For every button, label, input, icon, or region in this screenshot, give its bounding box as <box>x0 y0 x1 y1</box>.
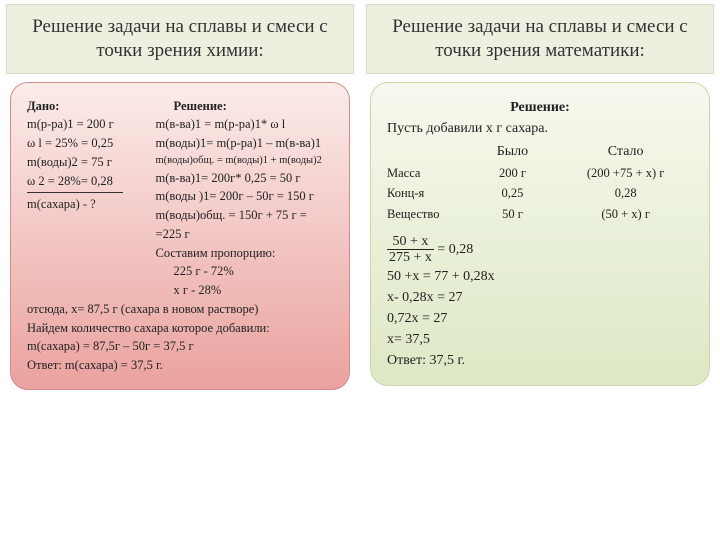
col-now: Стало <box>558 141 693 162</box>
fraction-numerator: 50 + x <box>387 234 434 250</box>
solution-heading: Решение: <box>156 97 333 116</box>
given-line: m(р-ра)1 = 200 г <box>27 115 156 134</box>
proportion-line: 225 г - 72% <box>156 262 333 281</box>
fraction-equals: = 0,28 <box>437 242 473 257</box>
row-label: Масса <box>387 164 467 183</box>
table-row: Вещество 50 г (50 + x) г <box>387 205 693 224</box>
answer-line: Ответ: 37,5 г. <box>387 350 693 371</box>
conclusion-line: m(сахара) = 87,5г – 50г = 37,5 г <box>27 337 333 356</box>
solution-line: m(воды)общ. = 150г + 75 г = <box>156 206 333 225</box>
table-cell: 200 г <box>467 164 559 183</box>
given-line: ω l = 25% = 0,25 <box>27 134 156 153</box>
table-row: Масса 200 г (200 +75 + x) г <box>387 164 693 183</box>
math-panel: Решение: Пусть добавили x г сахара. Было… <box>370 82 710 386</box>
given-find: m(сахара) - ? <box>27 195 156 214</box>
equation-line: x= 37,5 <box>387 329 693 350</box>
col-was: Было <box>467 141 559 162</box>
given-solution-row: Дано: m(р-ра)1 = 200 г ω l = 25% = 0,25 … <box>27 97 333 300</box>
equation-line: 50 +x = 77 + 0,28x <box>387 266 693 287</box>
table-cell: (200 +75 + x) г <box>558 164 693 183</box>
conclusion-line: отсюда, x= 87,5 г (сахара в новом раство… <box>27 300 333 319</box>
proportion-line: x г - 28% <box>156 281 333 300</box>
right-column: Решение задачи на сплавы и смеси с точки… <box>360 0 720 540</box>
solution-heading: Решение: <box>387 97 693 118</box>
fraction: 50 + x 275 + x <box>387 234 434 266</box>
given-line: m(воды)2 = 75 г <box>27 153 156 172</box>
table-cell: 0,25 <box>467 184 559 203</box>
table-cell: 0,28 <box>558 184 693 203</box>
table-cell: 50 г <box>467 205 559 224</box>
solution-block: Решение: m(в-ва)1 = m(р-ра)1* ω l m(воды… <box>156 97 333 300</box>
table-row: Конц-я 0,25 0,28 <box>387 184 693 203</box>
left-title: Решение задачи на сплавы и смеси с точки… <box>6 4 354 74</box>
solution-line: =225 г <box>156 225 333 244</box>
fraction-equation: 50 + x 275 + x = 0,28 <box>387 234 693 266</box>
table-header-row: Было Стало <box>387 141 693 162</box>
row-label: Вещество <box>387 205 467 224</box>
row-label: Конц-я <box>387 184 467 203</box>
chemistry-panel: Дано: m(р-ра)1 = 200 г ω l = 25% = 0,25 … <box>10 82 350 390</box>
solution-line: m(в-ва)1= 200г* 0,25 = 50 г <box>156 169 333 188</box>
given-block: Дано: m(р-ра)1 = 200 г ω l = 25% = 0,25 … <box>27 97 156 300</box>
solution-line: m(воды)1= m(р-ра)1 – m(в-ва)1 <box>156 134 333 153</box>
right-title: Решение задачи на сплавы и смеси с точки… <box>366 4 714 74</box>
equation-line: x- 0,28x = 27 <box>387 287 693 308</box>
left-column: Решение задачи на сплавы и смеси с точки… <box>0 0 360 540</box>
intro-line: Пусть добавили x г сахара. <box>387 118 693 139</box>
given-line: ω 2 = 28%= 0,28 <box>27 172 156 191</box>
answer-line: Ответ: m(сахара) = 37,5 г. <box>27 356 333 375</box>
fraction-denominator: 275 + x <box>387 250 434 265</box>
solution-line: m(в-ва)1 = m(р-ра)1* ω l <box>156 115 333 134</box>
equation-line: 0,72x = 27 <box>387 308 693 329</box>
solution-line: Составим пропорцию: <box>156 244 333 263</box>
table-cell: (50 + x) г <box>558 205 693 224</box>
given-divider <box>27 192 123 193</box>
given-heading: Дано: <box>27 97 156 116</box>
conclusion-line: Найдем количество сахара которое добавил… <box>27 319 333 338</box>
table-cell <box>387 141 467 162</box>
solution-line: m(воды )1= 200г – 50г = 150 г <box>156 187 333 206</box>
solution-line: m(воды)общ. = m(воды)1 + m(воды)2 <box>156 153 333 169</box>
spacer <box>387 224 693 234</box>
